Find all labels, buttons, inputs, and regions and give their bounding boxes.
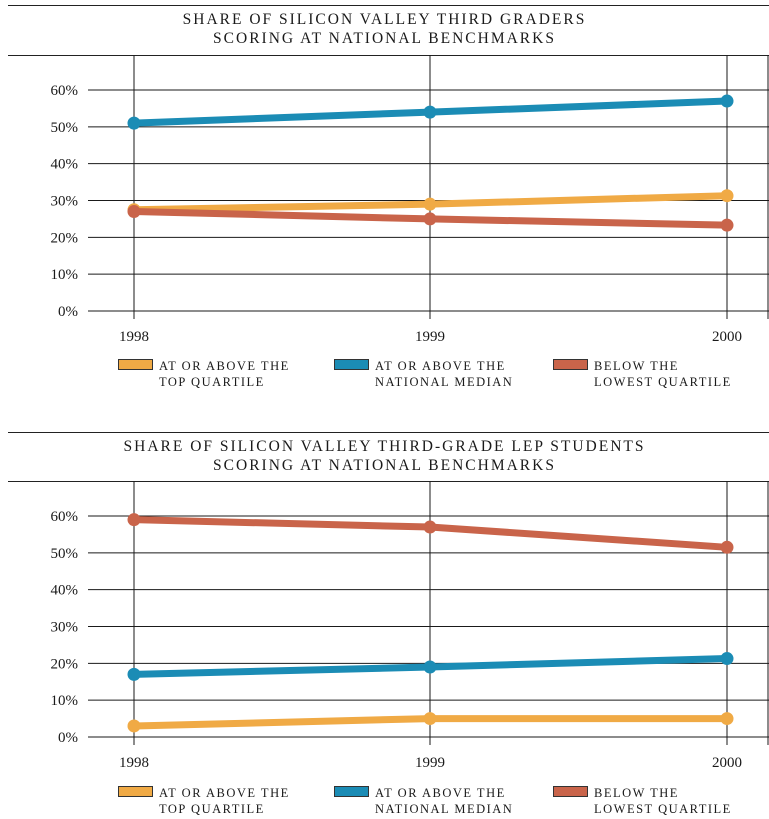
y-tick-label: 50% <box>51 120 79 136</box>
y-tick-label: 10% <box>51 267 79 283</box>
x-tick-label: 1999 <box>415 329 445 345</box>
y-tick-label: 40% <box>51 157 79 173</box>
data-point-top-quartile <box>720 189 734 203</box>
legend-label-line-2: TOP QUARTILE <box>159 375 265 389</box>
chart-title: SHARE OF SILICON VALLEY THIRD GRADERS SC… <box>0 10 769 48</box>
y-tick-label: 60% <box>51 83 79 99</box>
y-tick-label: 0% <box>58 730 78 746</box>
x-tick-label: 1999 <box>415 755 445 771</box>
legend-item-top-quartile: AT OR ABOVE THE TOP QUARTILE <box>118 358 290 390</box>
data-point-national-median <box>423 105 437 119</box>
data-point-national-median <box>423 660 437 674</box>
data-point-national-median <box>127 667 141 681</box>
legend-label-line-1: AT OR ABOVE THE <box>159 359 290 373</box>
data-point-lowest-quartile <box>720 540 734 554</box>
line-chart: 0% 10% 20% 30% 40% 50% 60% 1998 1999 2000 <box>51 55 769 345</box>
y-tick-label: 40% <box>51 583 79 599</box>
chart-title-line-1: SHARE OF SILICON VALLEY THIRD GRADERS <box>182 11 587 28</box>
data-point-lowest-quartile <box>127 205 141 219</box>
y-tick-label: 20% <box>51 656 79 672</box>
chart-legend: AT OR ABOVE THE TOP QUARTILE AT OR ABOVE… <box>0 358 769 392</box>
chart-title-line-2: SCORING AT NATIONAL BENCHMARKS <box>213 30 556 47</box>
y-tick-label: 0% <box>58 304 78 320</box>
top-rule <box>8 5 769 6</box>
legend-label-line-2: LOWEST QUARTILE <box>594 802 732 816</box>
legend-swatch <box>553 359 588 370</box>
legend-label-line-2: TOP QUARTILE <box>159 802 265 816</box>
legend-swatch <box>118 359 153 370</box>
y-tick-label: 10% <box>51 693 79 709</box>
data-point-lowest-quartile <box>423 520 437 534</box>
legend-label-line-1: BELOW THE <box>594 359 679 373</box>
data-point-lowest-quartile <box>423 212 437 226</box>
legend-item-national-median: AT OR ABOVE THE NATIONAL MEDIAN <box>334 358 513 390</box>
chart-legend: AT OR ABOVE THE TOP QUARTILE AT OR ABOVE… <box>0 785 769 819</box>
legend-label-line-1: BELOW THE <box>594 786 679 800</box>
chart-title: SHARE OF SILICON VALLEY THIRD-GRADE LEP … <box>0 437 769 475</box>
legend-label-line-2: NATIONAL MEDIAN <box>375 802 514 816</box>
x-tick-label: 2000 <box>712 329 742 345</box>
top-rule <box>8 432 769 433</box>
legend-label-line-2: LOWEST QUARTILE <box>594 375 732 389</box>
y-tick-label: 30% <box>51 620 79 636</box>
data-point-top-quartile <box>423 197 437 211</box>
x-tick-label: 2000 <box>712 755 742 771</box>
legend-swatch <box>118 786 153 797</box>
legend-label-line-1: AT OR ABOVE THE <box>375 786 506 800</box>
chart-title-line-1: SHARE OF SILICON VALLEY THIRD-GRADE LEP … <box>123 438 646 455</box>
title-rule <box>8 55 769 56</box>
y-tick-label: 30% <box>51 194 79 210</box>
data-point-lowest-quartile <box>720 218 734 232</box>
data-point-national-median <box>127 116 141 130</box>
data-point-national-median <box>720 652 734 666</box>
legend-item-lowest-quartile: BELOW THE LOWEST QUARTILE <box>553 358 732 390</box>
line-chart: 0% 10% 20% 30% 40% 50% 60% 1998 1999 2000 <box>51 481 769 771</box>
legend-item-top-quartile: AT OR ABOVE THE TOP QUARTILE <box>118 785 290 817</box>
title-rule <box>8 481 769 482</box>
legend-swatch <box>553 786 588 797</box>
legend-label-line-1: AT OR ABOVE THE <box>375 359 506 373</box>
x-tick-label: 1998 <box>119 755 149 771</box>
data-point-top-quartile <box>423 712 437 726</box>
legend-label-line-1: AT OR ABOVE THE <box>159 786 290 800</box>
y-tick-label: 60% <box>51 509 79 525</box>
legend-swatch <box>334 359 369 370</box>
y-tick-label: 20% <box>51 230 79 246</box>
legend-item-lowest-quartile: BELOW THE LOWEST QUARTILE <box>553 785 732 817</box>
data-point-lowest-quartile <box>127 513 141 527</box>
data-point-national-median <box>720 94 734 108</box>
legend-label-line-2: NATIONAL MEDIAN <box>375 375 514 389</box>
data-point-top-quartile <box>720 712 734 726</box>
legend-item-national-median: AT OR ABOVE THE NATIONAL MEDIAN <box>334 785 513 817</box>
data-point-top-quartile <box>127 719 141 733</box>
chart-title-line-2: SCORING AT NATIONAL BENCHMARKS <box>213 457 556 474</box>
x-tick-label: 1998 <box>119 329 149 345</box>
chart-panel-1: SHARE OF SILICON VALLEY THIRD GRADERS SC… <box>0 0 769 400</box>
y-tick-label: 50% <box>51 546 79 562</box>
legend-swatch <box>334 786 369 797</box>
